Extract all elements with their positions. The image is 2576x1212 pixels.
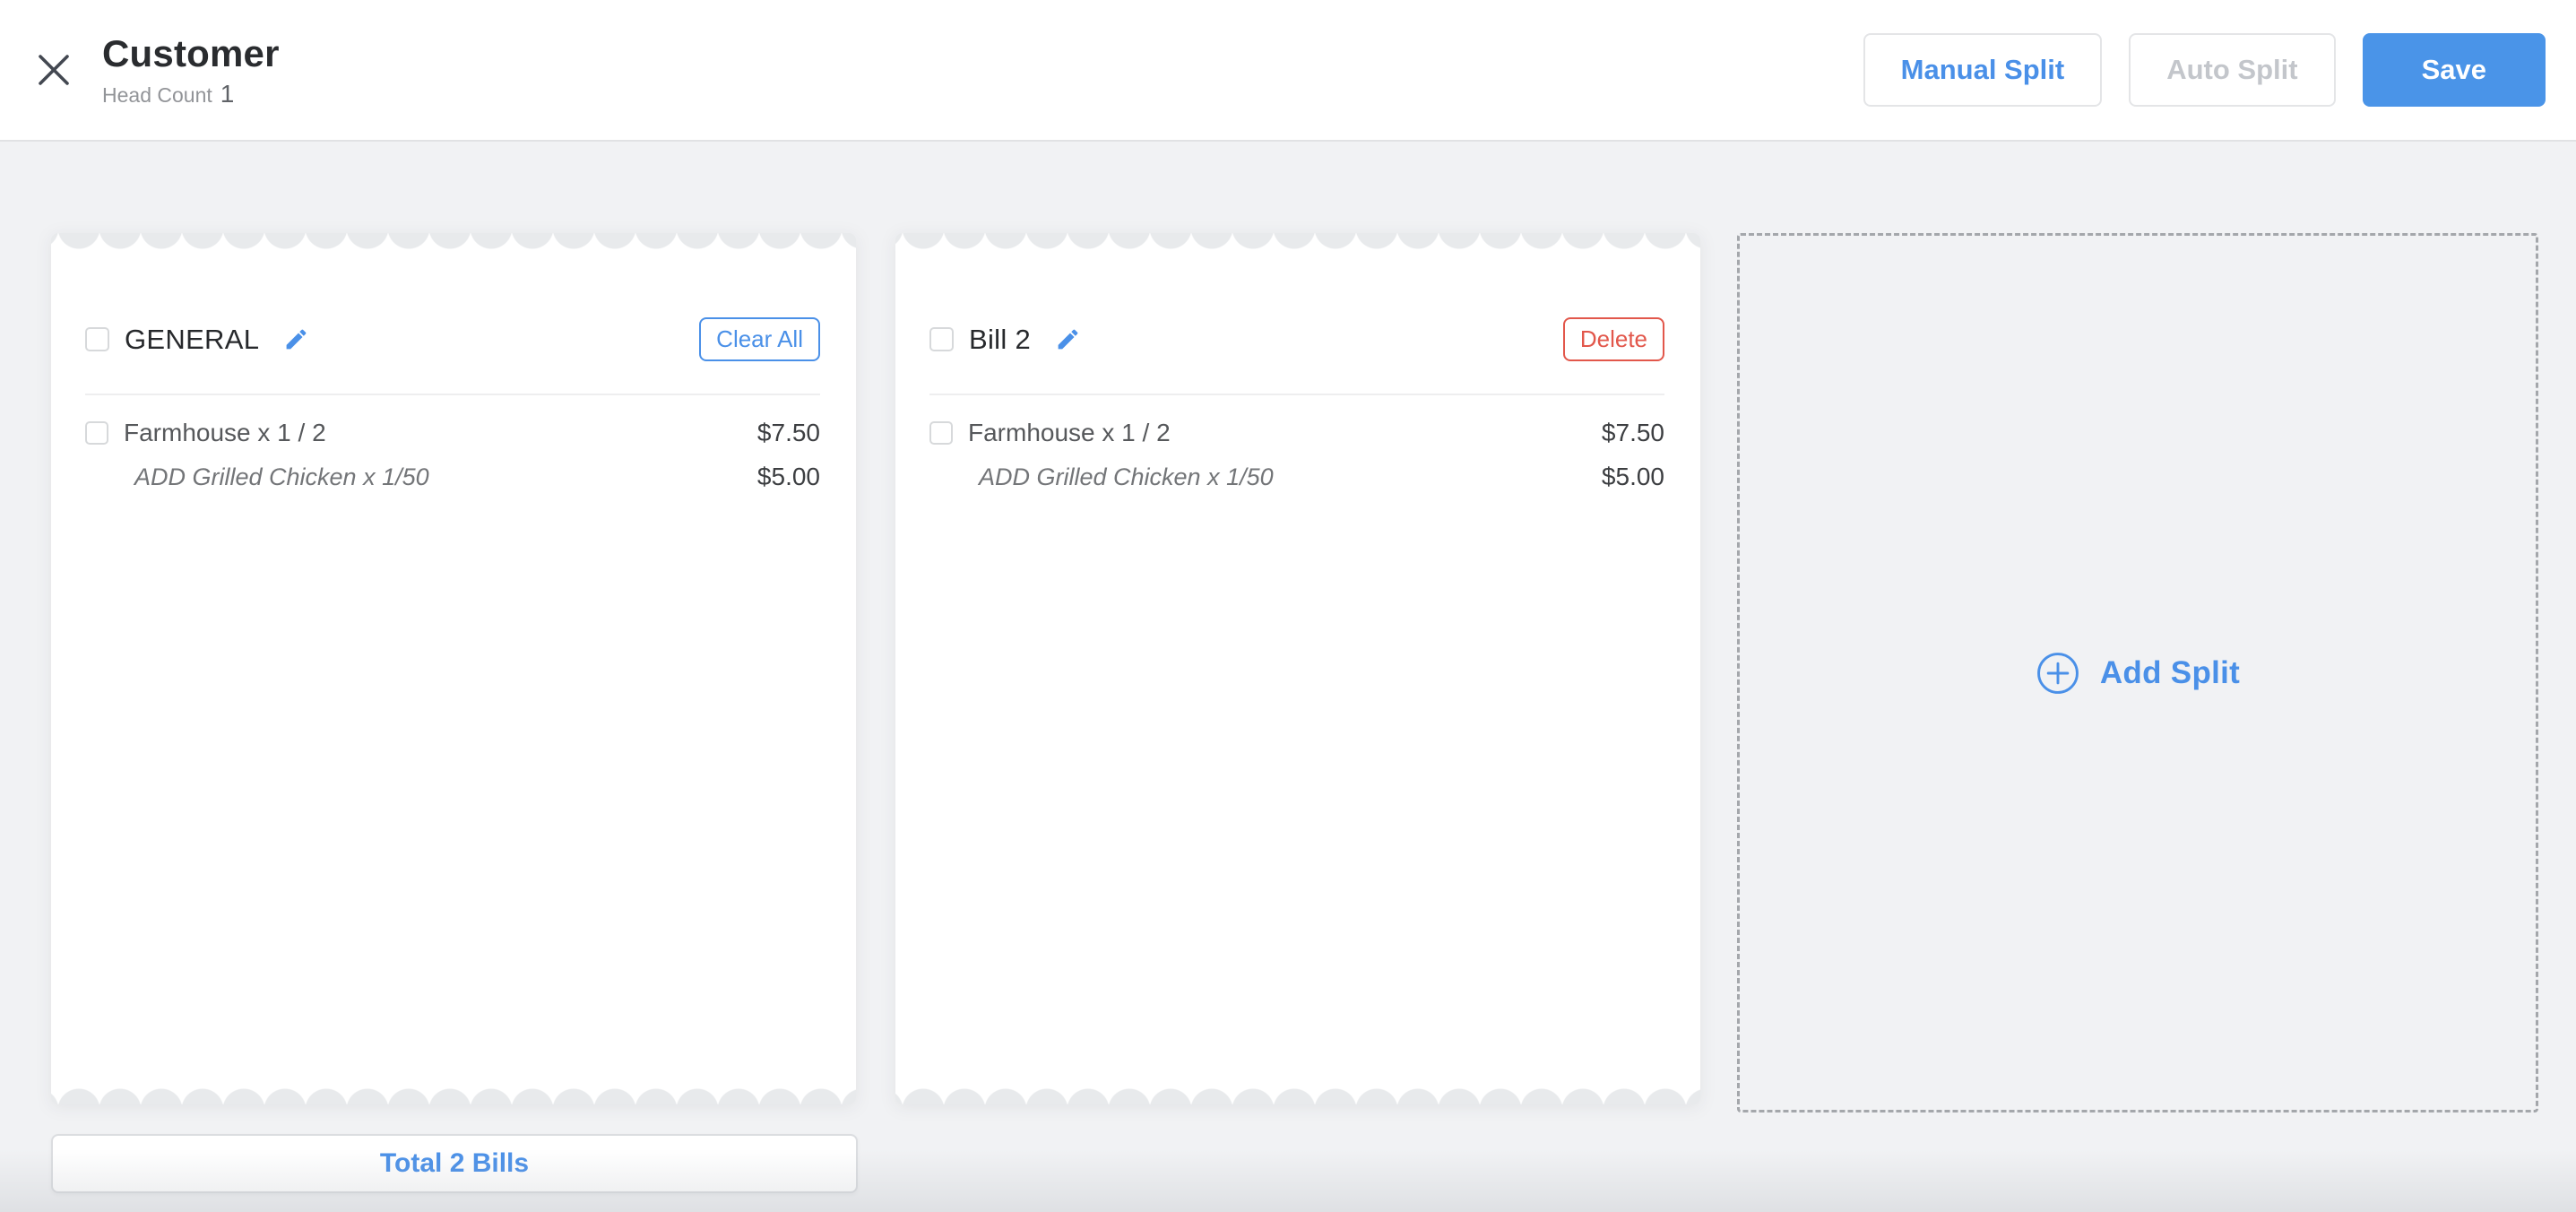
head-count-label: Head Count — [102, 82, 212, 107]
receipt-edge-bottom — [895, 1079, 1700, 1104]
add-split-button[interactable]: Add Split — [2036, 651, 2240, 696]
header-bar: Customer Head Count 1 Manual Split Auto … — [0, 0, 2576, 142]
bill-select-checkbox[interactable] — [929, 327, 954, 351]
bill-header: Bill 2 Delete — [929, 258, 1664, 395]
page-title: Customer — [102, 31, 280, 74]
plus-circle-icon — [2036, 651, 2080, 696]
total-bills-label: Total 2 Bills — [379, 1148, 530, 1178]
bill-select-checkbox[interactable] — [85, 327, 109, 351]
item-modifier-price: $5.00 — [756, 463, 820, 490]
item-name: Farmhouse x 1 / 2 — [968, 419, 1171, 446]
bill-name: Bill 2 — [969, 323, 1031, 355]
bill-header: GENERAL Clear All — [85, 258, 820, 395]
auto-split-button[interactable]: Auto Split — [2129, 33, 2336, 107]
item-price: $7.50 — [1601, 419, 1664, 446]
bill-item: Farmhouse x 1 / 2 $7.50 ADD Grilled Chic… — [51, 395, 856, 491]
head-count: Head Count 1 — [102, 80, 280, 108]
bill-card-general: GENERAL Clear All Farmhouse x 1 / 2 $7.5… — [51, 233, 856, 1104]
manual-split-button[interactable]: Manual Split — [1863, 33, 2103, 107]
item-price: $7.50 — [756, 419, 820, 446]
item-modifier: ADD Grilled Chicken x 1/50 — [979, 463, 1274, 490]
item-select-checkbox[interactable] — [85, 421, 108, 445]
add-split-label: Add Split — [2099, 654, 2241, 690]
clear-all-button[interactable]: Clear All — [699, 317, 820, 361]
bill-name: GENERAL — [125, 323, 260, 355]
total-bills-bar[interactable]: Total 2 Bills — [51, 1134, 858, 1193]
add-split-dropzone[interactable]: Add Split — [1737, 233, 2538, 1112]
header-actions: Manual Split Auto Split Save — [1863, 33, 2546, 107]
close-icon — [33, 49, 74, 91]
bill-card-bill2: Bill 2 Delete Farmhouse x 1 / 2 $7.50 AD… — [895, 233, 1700, 1104]
receipt-edge-top — [895, 233, 1700, 258]
receipt-edge-bottom — [51, 1079, 856, 1104]
bill-item: Farmhouse x 1 / 2 $7.50 ADD Grilled Chic… — [895, 395, 1700, 491]
head-count-value: 1 — [220, 79, 235, 108]
save-button[interactable]: Save — [2362, 33, 2546, 107]
item-modifier: ADD Grilled Chicken x 1/50 — [134, 463, 429, 490]
title-block: Customer Head Count 1 — [102, 32, 280, 108]
edit-pencil-icon[interactable] — [283, 326, 309, 352]
item-modifier-price: $5.00 — [1601, 463, 1664, 490]
close-button[interactable] — [30, 47, 77, 93]
delete-bill-button[interactable]: Delete — [1562, 317, 1664, 361]
item-select-checkbox[interactable] — [929, 421, 953, 445]
receipt-edge-top — [51, 233, 856, 258]
item-name: Farmhouse x 1 / 2 — [124, 419, 326, 446]
split-bills-area: GENERAL Clear All Farmhouse x 1 / 2 $7.5… — [0, 143, 2576, 1212]
edit-pencil-icon[interactable] — [1055, 326, 1081, 352]
